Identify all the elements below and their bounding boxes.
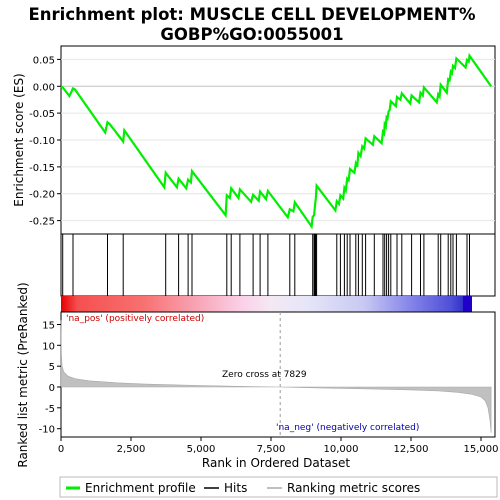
hits-plot-area [60,233,496,297]
metric-x-axis: 0 2,500 5,000 7,500 10,000 12,500 15,000 [58,437,499,455]
legend-label-hits: Hits [224,481,247,495]
ranking-metric-area [60,320,492,433]
x-tick-label: 7,500 [257,444,286,455]
rank-bar-end [463,296,472,312]
neg-correlated-label: 'na_neg' (negatively correlated) [276,423,419,433]
chart-title-line1: Enrichment plot: MUSCLE CELL DEVELOPMENT… [29,5,476,24]
enrichment-profile-line [60,52,492,230]
metric-y-tick-label: 0 [49,383,55,394]
legend: Enrichment profile Hits Ranking metric s… [59,476,498,498]
chart-title-line2: GOBP%GO:0055001 [160,25,343,44]
es-y-tick-label: 0.00 [33,82,55,93]
x-tick-label: 12,500 [394,444,429,455]
x-tick-label: 10,000 [324,444,359,455]
rank-color-bar [61,296,472,312]
es-y-axis: -0.25 -0.20 -0.15 -0.10 -0.05 0.00 0.05 [29,55,61,228]
es-y-tick-label: -0.20 [29,190,55,201]
es-y-tick-label: -0.05 [29,109,55,120]
zero-cross-label: Zero cross at 7829 [222,370,307,380]
es-y-axis-label: Enrichment score (ES) [12,73,26,206]
metric-y-axis-label: Ranked list metric (PreRanked) [16,282,30,467]
pos-correlated-label: 'na_pos' (positively correlated) [66,314,204,324]
x-tick-label: 2,500 [117,444,146,455]
metric-y-tick-label: 15 [42,321,55,332]
es-y-tick-label: -0.25 [29,217,55,228]
metric-panel: -10 -5 0 5 10 15 0 2,500 5,000 7,500 10,000 12,500… [16,282,499,470]
hit-lines [62,234,470,296]
metric-y-tick-label: 5 [49,362,55,373]
es-panel: -0.25 -0.20 -0.15 -0.10 -0.05 0.00 0.05 Enrich… [12,45,496,235]
es-y-tick-label: -0.15 [29,163,55,174]
x-tick-label: 15,000 [464,444,499,455]
x-tick-label: 5,000 [187,444,216,455]
x-tick-label: 0 [58,444,64,455]
es-y-tick-label: 0.05 [33,55,55,66]
hits-panel [60,233,496,297]
metric-y-tick-label: 10 [42,341,55,352]
es-grid [61,58,495,222]
x-axis-label: Rank in Ordered Dataset [202,456,350,470]
legend-label-ranking-metric: Ranking metric scores [287,481,420,495]
es-y-tick-label: -0.10 [29,136,55,147]
rank-bar-gradient [61,296,471,312]
metric-plot-area [60,311,496,438]
metric-y-axis: -10 -5 0 5 10 15 [39,321,61,436]
metric-y-tick-label: -5 [45,404,55,415]
legend-label-enrichment-profile: Enrichment profile [85,481,196,495]
metric-y-tick-label: -10 [39,425,55,436]
